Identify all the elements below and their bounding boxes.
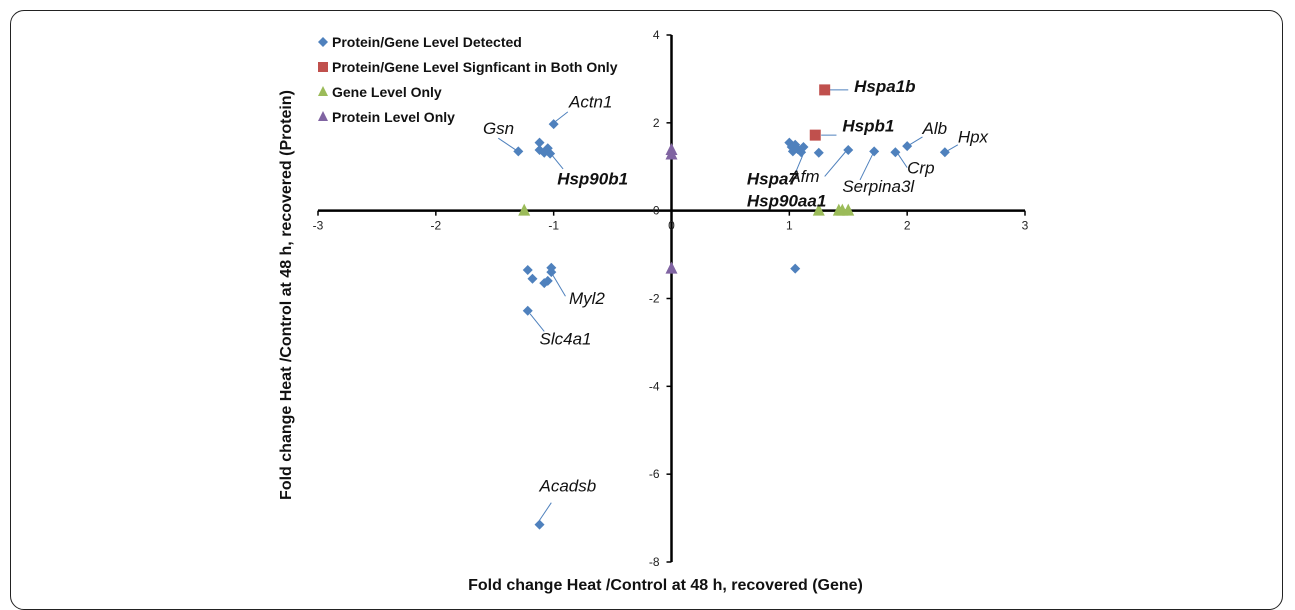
- annotation-label: Gsn: [483, 119, 514, 138]
- x-tick-label: 0: [668, 219, 675, 233]
- data-point: [813, 147, 824, 158]
- annotation-label: Myl2: [569, 289, 605, 308]
- annotation-leader-line: [550, 154, 564, 170]
- annotation-label: Actn1: [568, 92, 612, 111]
- legend-label: Protein/Gene Level Signficant in Both On…: [332, 59, 618, 75]
- annotation-leader-line: [859, 153, 874, 181]
- data-point: [819, 84, 831, 96]
- annotation-label: Serpina3l: [842, 177, 915, 196]
- data-point: [902, 141, 913, 152]
- annotation-label: Acadsb: [539, 477, 597, 496]
- annotation-label: Crp: [907, 158, 934, 177]
- annotation-leader-line: [909, 136, 923, 146]
- legend-label: Protein Level Only: [332, 109, 455, 125]
- y-tick-label: 2: [653, 116, 660, 130]
- legend-marker: [318, 86, 328, 96]
- data-point: [939, 147, 950, 158]
- data-point: [534, 519, 545, 530]
- legend-label: Gene Level Only: [332, 84, 442, 100]
- annotation-label: Hspa1b: [854, 77, 915, 96]
- annotation-leader-line: [498, 137, 517, 151]
- x-tick-label: 1: [786, 219, 793, 233]
- annotation-leader-line: [897, 153, 908, 168]
- annotation-leader-line: [539, 502, 552, 521]
- data-point: [812, 203, 825, 216]
- y-tick-label: -2: [649, 292, 660, 306]
- annotation-labels: Gsn Actn1 Hsp90b1 Myl2 Slc4a1 Acadsb Hspa1b Hsp…: [483, 77, 989, 496]
- data-point: [518, 203, 531, 216]
- annotation-label: Alb: [921, 119, 947, 138]
- data-point: [527, 273, 538, 284]
- annotation-label: Afm: [788, 167, 819, 186]
- annotation-leader-line: [824, 151, 847, 177]
- data-points: [513, 84, 950, 530]
- annotation-leader-line: [552, 274, 566, 297]
- legend-marker: [318, 37, 328, 47]
- annotation-label: Hsp90aa1: [747, 191, 826, 210]
- x-tick-label: 3: [1022, 219, 1029, 233]
- annotation-leader-line: [946, 144, 959, 152]
- data-point: [890, 147, 901, 158]
- data-point: [522, 305, 533, 316]
- data-point: [665, 147, 678, 160]
- annotation-label: Hspa7: [747, 169, 800, 188]
- data-point: [546, 267, 557, 278]
- annotation-label: Hsp90b1: [557, 169, 628, 188]
- legend: Protein/Gene Level Detected Protein/Gene …: [318, 34, 618, 125]
- data-point: [790, 263, 801, 274]
- x-tick-label: -3: [313, 219, 324, 233]
- y-tick-label: -8: [649, 555, 660, 569]
- annotation-leader-line: [553, 111, 569, 124]
- annotation-leader-line: [794, 153, 804, 174]
- annotation-label: Hspb1: [842, 117, 894, 136]
- data-point: [665, 261, 678, 274]
- data-point: [843, 145, 854, 156]
- data-point: [798, 141, 809, 152]
- data-point: [548, 119, 559, 130]
- legend-marker: [318, 111, 328, 121]
- data-point: [534, 137, 545, 148]
- data-point: [542, 275, 553, 286]
- legend-marker: [318, 62, 328, 72]
- legend-label: Protein/Gene Level Detected: [332, 34, 522, 50]
- y-tick-label: -4: [649, 379, 660, 393]
- data-point: [869, 146, 880, 157]
- axes: -3 -2 -1 0 1 2 3 4 2 0 -2 -4 -6 -8: [313, 28, 1029, 569]
- annotation-label: Hpx: [958, 128, 989, 147]
- data-point: [545, 148, 556, 159]
- y-tick-label: 4: [653, 28, 660, 42]
- data-point: [522, 264, 533, 275]
- data-point: [842, 203, 855, 216]
- annotation-leader-lines: [498, 89, 959, 521]
- annotation-label: Slc4a1: [540, 330, 592, 349]
- x-tick-label: 2: [904, 219, 911, 233]
- y-axis-title: Fold change Heat /Control at 48 h, recov…: [278, 90, 295, 500]
- scatter-chart: -3 -2 -1 0 1 2 3 4 2 0 -2 -4 -6 -8 Gsn Actn1 Hsp90b1 Myl…: [278, 28, 1029, 594]
- x-axis-title: Fold change Heat /Control at 48 h, recov…: [468, 577, 863, 594]
- x-tick-label: -2: [430, 219, 441, 233]
- y-tick-label: -6: [649, 467, 660, 481]
- x-tick-label: -1: [548, 219, 559, 233]
- y-tick-label: 0: [653, 204, 660, 218]
- annotation-leader-line: [529, 313, 545, 332]
- data-point: [809, 129, 821, 141]
- data-point: [513, 146, 524, 157]
